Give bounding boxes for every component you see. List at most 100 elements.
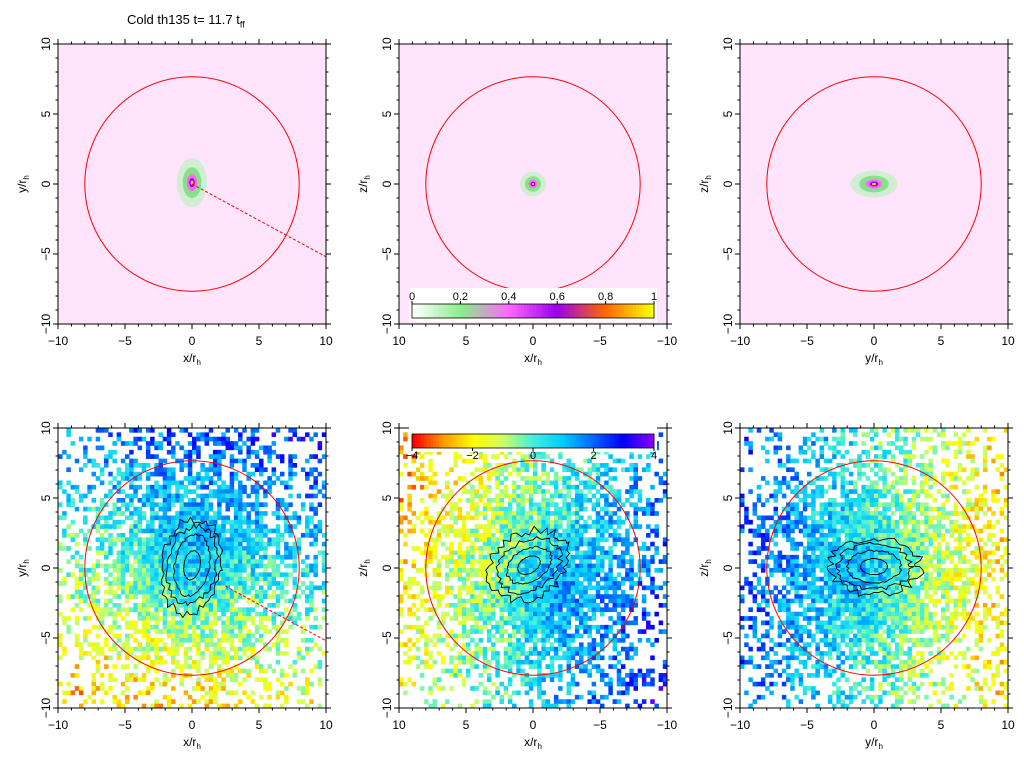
x-tick-label: 0 xyxy=(189,334,196,348)
colorbar-segment xyxy=(551,304,555,318)
colorbar-segment xyxy=(620,434,625,448)
colorbar-segment xyxy=(560,304,564,318)
colorbar-segment xyxy=(596,434,600,448)
axis-ticks: 10 5 0 −5 −10 −10 −5 0 5 10 xyxy=(380,421,677,732)
radius-circle xyxy=(425,460,641,676)
colorbar-segment xyxy=(548,304,552,318)
colorbar-segment xyxy=(430,434,434,448)
colorbar-segment xyxy=(536,434,540,448)
colorbar-tick-label: 0.8 xyxy=(598,291,613,303)
x-tick-label: −5 xyxy=(593,718,607,732)
y-tick-label: −10 xyxy=(39,697,53,718)
colorbar-segment xyxy=(448,304,452,318)
colorbar-segment xyxy=(448,434,452,448)
colorbar-segment xyxy=(641,434,646,448)
colorbar-segment xyxy=(466,434,470,448)
colorbar-segment xyxy=(539,304,543,318)
y-axis-label: z/rh xyxy=(697,559,713,577)
y-tick-label: 5 xyxy=(721,494,735,501)
colorbar-segment xyxy=(529,304,534,318)
x-tick-label: 5 xyxy=(938,718,945,732)
y-axis-label: z/rh xyxy=(697,175,713,193)
colorbar-segment xyxy=(572,304,576,318)
colorbar-segment xyxy=(466,304,470,318)
colorbar-segment xyxy=(451,434,455,448)
colorbar-segment xyxy=(644,304,649,318)
direction-line xyxy=(191,183,326,258)
y-tick-label: 10 xyxy=(721,421,735,435)
colorbar-segment xyxy=(650,304,655,318)
colorbar-segment xyxy=(626,304,631,318)
density-blob-peak xyxy=(871,182,877,186)
colorbar-segment xyxy=(481,434,485,448)
plot-area xyxy=(58,428,326,708)
radius-circle xyxy=(84,76,300,292)
x-tick-label: −5 xyxy=(800,718,814,732)
contour-line xyxy=(860,558,889,576)
colorbar-segment xyxy=(554,434,558,448)
colorbar-segment xyxy=(493,434,498,448)
colorbar-segment xyxy=(596,304,600,318)
colorbar-segment xyxy=(650,434,655,448)
y-tick-label: −5 xyxy=(39,247,53,261)
x-tick-label: 5 xyxy=(256,334,263,348)
colorbar-segment xyxy=(499,434,504,448)
contour-line xyxy=(183,550,201,581)
x-tick-label: −5 xyxy=(118,334,132,348)
x-tick-label: 0 xyxy=(530,718,537,732)
colorbar-segment xyxy=(415,304,419,318)
x-tick-label: 10 xyxy=(392,718,406,732)
colorbar-segment xyxy=(427,434,431,448)
plot-area xyxy=(58,44,326,324)
colorbar-segment xyxy=(584,304,588,318)
colorbar-segment xyxy=(421,434,425,448)
colorbar-segment xyxy=(632,434,637,448)
colorbar-segment xyxy=(536,304,540,318)
colorbar-segment xyxy=(526,434,531,448)
colorbar-tick-label: 0 xyxy=(409,291,415,303)
panel-bottom-right: −10 −5 0 5 10 −10 −5 0 5 10 y/rh z/rh xyxy=(697,421,1015,751)
radius-circle xyxy=(84,460,300,676)
x-tick-label: −10 xyxy=(48,718,69,732)
colorbar-segment xyxy=(529,434,534,448)
contour-line xyxy=(835,541,915,591)
colorbar-tick-label: 0.2 xyxy=(453,291,468,303)
y-tick-label: −10 xyxy=(721,697,735,718)
y-tick-label: 0 xyxy=(721,180,735,187)
colorbar-segment xyxy=(517,434,522,448)
colorbar-segment xyxy=(475,434,479,448)
y-tick-label: 0 xyxy=(380,564,394,571)
colorbar-segment xyxy=(490,434,495,448)
colorbar-segment xyxy=(560,434,564,448)
colorbar-segment xyxy=(599,304,603,318)
y-tick-label: 5 xyxy=(39,494,53,501)
colorbar-segment xyxy=(463,304,467,318)
colorbar-segment xyxy=(460,434,464,448)
colorbar-segment xyxy=(548,434,552,448)
colorbar-segment xyxy=(617,434,622,448)
colorbar-segment xyxy=(520,304,525,318)
y-tick-label: −5 xyxy=(39,631,53,645)
colorbar-segment xyxy=(433,304,437,318)
x-axis-label: x/rh xyxy=(183,735,201,751)
colorbar-segment xyxy=(614,434,619,448)
colorbar-segment xyxy=(635,304,640,318)
y-tick-label: 5 xyxy=(721,110,735,117)
colorbar-segment xyxy=(635,434,640,448)
field-cells xyxy=(740,428,1008,708)
colorbar-segment xyxy=(575,434,579,448)
colorbar-segment xyxy=(421,304,425,318)
colorbar-segment xyxy=(439,304,443,318)
colorbar-segment xyxy=(508,304,513,318)
colorbar-segment xyxy=(605,304,610,318)
colorbar-segment xyxy=(551,434,555,448)
colorbar-segment xyxy=(415,434,419,448)
colorbar-segment xyxy=(508,434,513,448)
colorbar-segment xyxy=(539,434,543,448)
colorbar-segment xyxy=(424,434,428,448)
colorbar-segment xyxy=(590,304,594,318)
colorbar-segment xyxy=(418,434,422,448)
contour-line xyxy=(505,545,553,585)
x-tick-label: 5 xyxy=(938,334,945,348)
